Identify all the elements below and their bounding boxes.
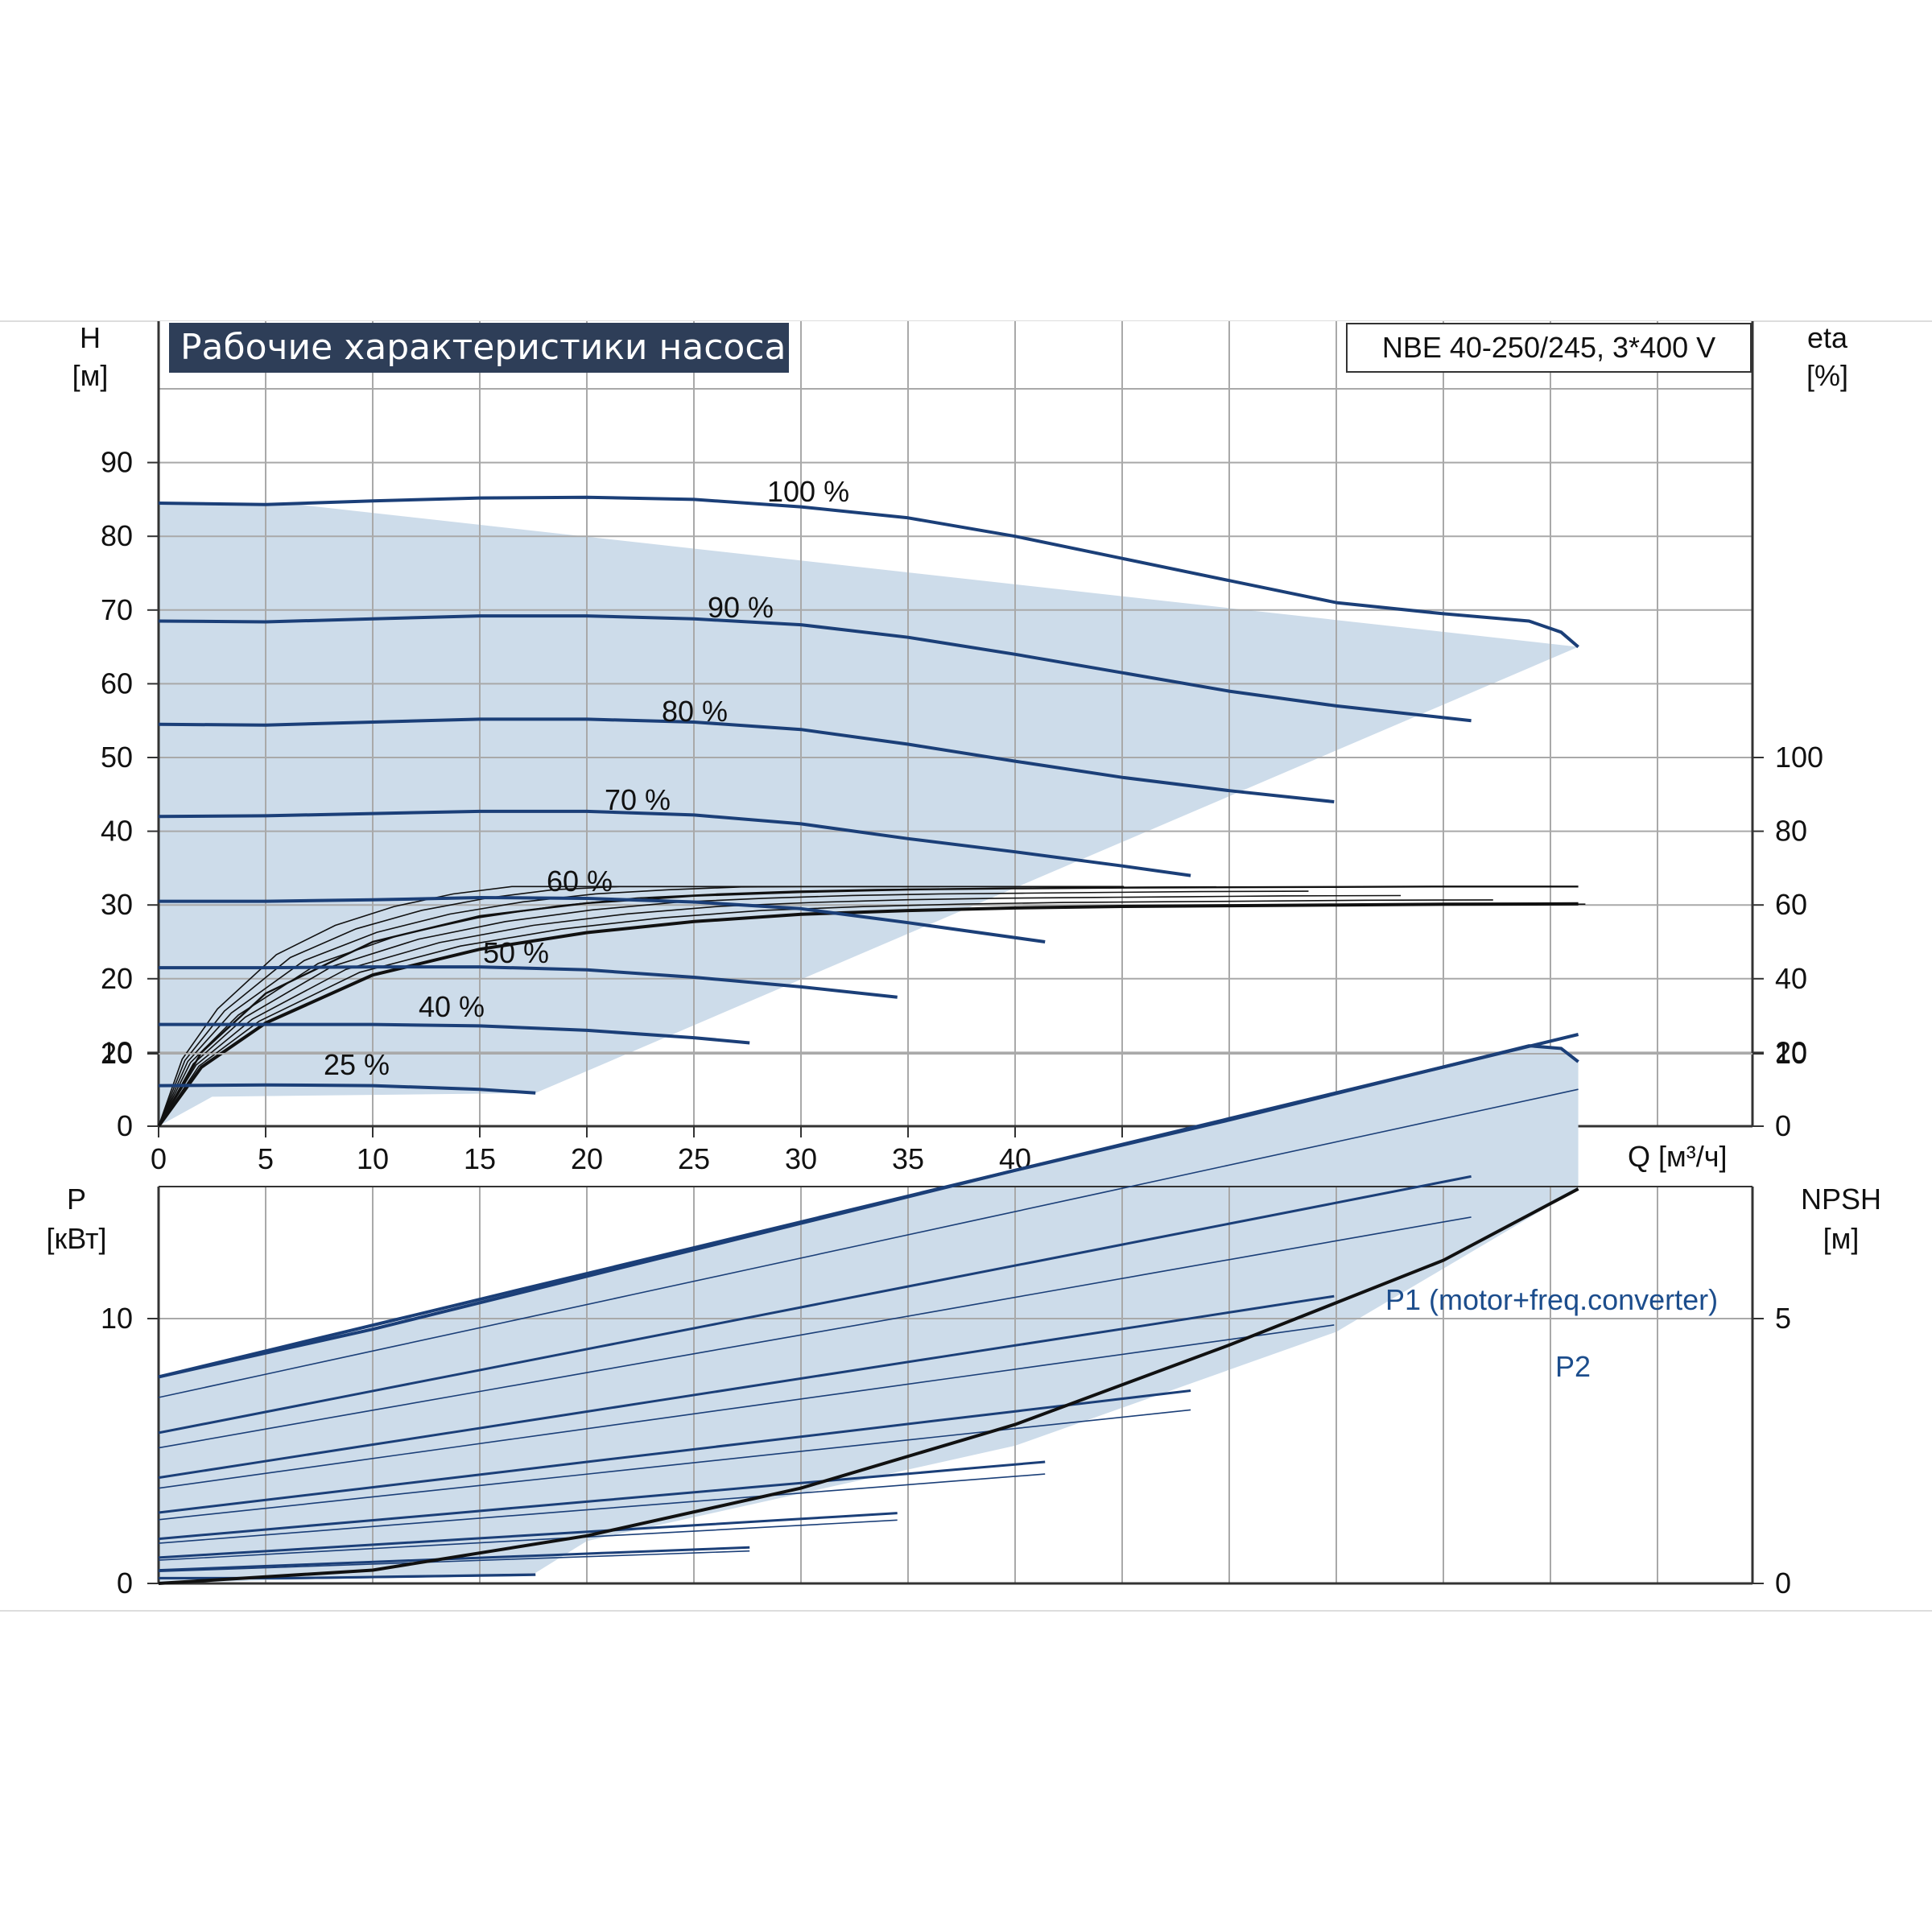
x-tick-label: 25 xyxy=(678,1142,710,1175)
head-curve-70 xyxy=(158,809,1191,877)
p-curve-thin xyxy=(158,1324,1335,1489)
label-40: 40 % xyxy=(419,990,485,1023)
p-tick-label: 20 xyxy=(101,1037,133,1070)
npsh-tick-label: 5 xyxy=(1775,1302,1791,1335)
x-tick-label: 35 xyxy=(892,1142,924,1175)
y-tick-label: 10 xyxy=(101,1035,133,1068)
x-tick-label: 20 xyxy=(571,1142,603,1175)
p1-curve xyxy=(158,1512,898,1559)
y-tick-label: 0 xyxy=(117,1109,133,1142)
power-y-label-1: P xyxy=(67,1183,86,1216)
p-tick-label: 10 xyxy=(101,1302,133,1335)
p1-curve xyxy=(158,1546,750,1572)
efficiency-curve xyxy=(158,899,1493,1127)
head-y-label-1: H xyxy=(80,321,101,354)
x-tick-label: 0 xyxy=(151,1142,167,1175)
x-tick-label: 15 xyxy=(464,1142,496,1175)
y-tick-label: 40 xyxy=(101,815,133,848)
y-tick-label: 20 xyxy=(101,962,133,995)
eta-tick-label: 100 xyxy=(1775,741,1823,774)
x-tick-label: 10 xyxy=(357,1142,389,1175)
eta-tick-label: 60 xyxy=(1775,888,1807,921)
head-curve-50 xyxy=(159,965,898,999)
y-tick-label: 90 xyxy=(101,446,133,479)
y-tick-label: 60 xyxy=(101,667,133,700)
head-envelope xyxy=(159,503,1579,1126)
y-tick-label: 30 xyxy=(101,888,133,921)
head-curve-80 xyxy=(158,717,1335,803)
eta-tick-label: 40 xyxy=(1775,962,1807,995)
npsh-tick-label: 0 xyxy=(1775,1567,1791,1600)
label-70: 70 % xyxy=(605,783,671,816)
npsh-y-label-2: [м] xyxy=(1823,1222,1860,1255)
power-y-label-2: [кВт] xyxy=(46,1222,106,1255)
head-y-label-2: [м] xyxy=(72,359,109,392)
efficiency-curve xyxy=(158,886,1125,1127)
efficiency-curve xyxy=(158,894,1402,1127)
p-tick-label: 0 xyxy=(117,1567,133,1600)
label-p1: P1 (motor+freq.converter) xyxy=(1385,1283,1718,1316)
eta-tick-label: 0 xyxy=(1775,1109,1791,1142)
p-curve-thin xyxy=(158,1519,898,1561)
chart-title: Рабочие характеристики насоса xyxy=(169,323,789,373)
p1-curve xyxy=(158,1389,1191,1514)
head-curve-90 xyxy=(158,614,1472,723)
p1-main-curve xyxy=(158,1044,1579,1379)
x-tick-label: 30 xyxy=(785,1142,817,1175)
p-curve-thin xyxy=(158,1473,1046,1544)
label-100: 100 % xyxy=(767,475,849,508)
x-axis-label: Q [м³/ч] xyxy=(1628,1140,1728,1173)
p-curve-thin xyxy=(158,1409,1191,1521)
p-curve-thin xyxy=(158,1216,1472,1449)
p-curve-thin xyxy=(158,1550,750,1572)
efficiency-curve-upper xyxy=(157,886,1579,1127)
power-envelope xyxy=(159,1046,1579,1583)
label-60: 60 % xyxy=(547,865,613,898)
eta-y-label-2: [%] xyxy=(1806,359,1848,392)
efficiency-curve-main xyxy=(157,902,1579,1128)
label-90: 90 % xyxy=(708,591,774,624)
p-curve-thin xyxy=(158,1088,1579,1398)
eta-y-label-1: eta xyxy=(1807,321,1848,354)
npsh-y-label-1: NPSH xyxy=(1801,1183,1881,1216)
label-80: 80 % xyxy=(662,695,728,728)
y-tick-label: 70 xyxy=(101,593,133,626)
p2-curve xyxy=(158,1187,1579,1585)
x-tick-label: 5 xyxy=(258,1142,274,1175)
label-50: 50 % xyxy=(483,936,549,969)
y-tick-label: 80 xyxy=(101,519,133,552)
model-label: NBE 40-250/245, 3*400 V xyxy=(1346,323,1752,373)
p1-curve xyxy=(158,1460,1046,1541)
head-curve-60 xyxy=(159,896,1046,943)
eta-tick-label: 20 xyxy=(1775,1035,1807,1068)
p1-curve xyxy=(158,1174,1472,1435)
label-p2: P2 xyxy=(1555,1350,1591,1383)
eta-tick-label: 80 xyxy=(1775,815,1807,848)
head-curve-25 xyxy=(158,1083,536,1095)
p1-curve xyxy=(158,1294,1335,1480)
head-curve-100 xyxy=(158,495,1579,649)
npsh-tick-label: 10 xyxy=(1775,1037,1807,1070)
head-curve-40 xyxy=(159,1022,750,1045)
label-25: 25 % xyxy=(324,1048,390,1081)
y-tick-label: 50 xyxy=(101,741,133,774)
